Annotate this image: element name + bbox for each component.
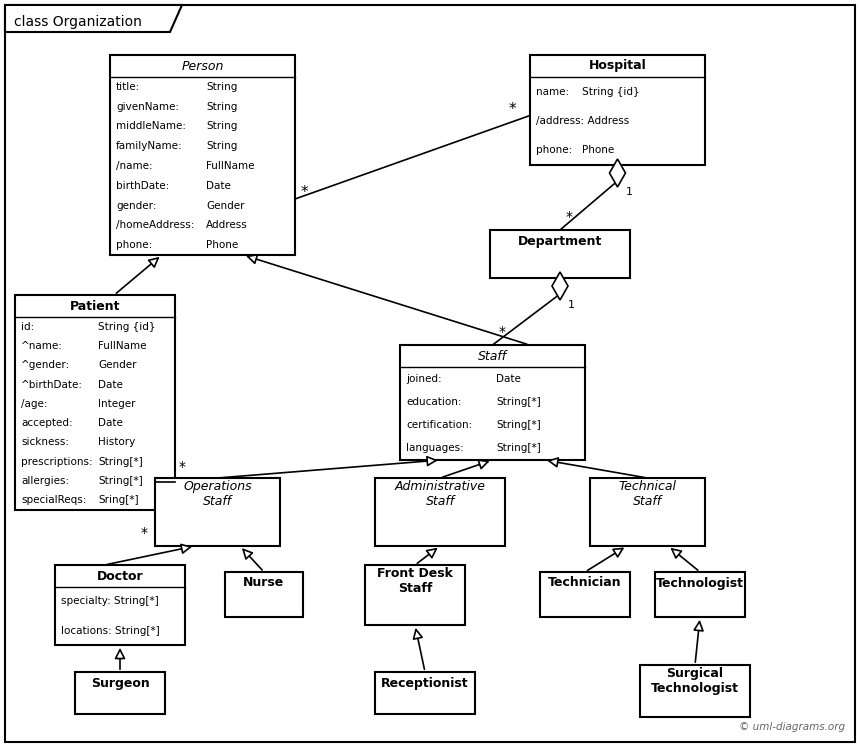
- Text: String[*]: String[*]: [496, 397, 541, 407]
- Text: birthDate:: birthDate:: [116, 181, 169, 190]
- Text: Sring[*]: Sring[*]: [98, 495, 138, 506]
- Text: *: *: [499, 325, 506, 339]
- Bar: [55, 565, 185, 645]
- Text: Person: Person: [181, 60, 224, 72]
- Bar: [400, 345, 585, 460]
- Bar: [640, 665, 750, 717]
- Text: id:: id:: [21, 322, 34, 332]
- Bar: [540, 572, 630, 617]
- Text: *: *: [508, 102, 516, 117]
- Text: *: *: [566, 210, 573, 224]
- Text: String[*]: String[*]: [98, 456, 143, 467]
- Text: allergies:: allergies:: [21, 476, 69, 486]
- Text: /age:: /age:: [21, 399, 47, 409]
- Text: String[*]: String[*]: [98, 476, 143, 486]
- Text: accepted:: accepted:: [21, 418, 72, 428]
- Text: History: History: [98, 438, 135, 447]
- Text: FullName: FullName: [206, 161, 255, 171]
- Text: specialty: String[*]: specialty: String[*]: [61, 597, 159, 607]
- Text: Address: Address: [206, 220, 248, 230]
- Bar: [375, 672, 475, 714]
- Bar: [655, 572, 745, 617]
- Text: String: String: [206, 102, 237, 111]
- Bar: [75, 672, 165, 714]
- Text: String[*]: String[*]: [496, 444, 541, 453]
- Bar: [375, 478, 505, 546]
- Text: String: String: [206, 82, 237, 92]
- Text: specialReqs:: specialReqs:: [21, 495, 86, 506]
- Text: ^birthDate:: ^birthDate:: [21, 379, 83, 389]
- Text: FullName: FullName: [98, 341, 147, 351]
- Text: Gender: Gender: [206, 200, 245, 211]
- Text: Integer: Integer: [98, 399, 136, 409]
- Text: gender:: gender:: [116, 200, 157, 211]
- Text: Department: Department: [518, 235, 602, 247]
- Polygon shape: [5, 5, 182, 32]
- Text: *: *: [301, 185, 309, 200]
- Text: String[*]: String[*]: [496, 420, 541, 430]
- Text: Staff: Staff: [478, 350, 507, 362]
- Text: Doctor: Doctor: [96, 569, 144, 583]
- Text: sickness:: sickness:: [21, 438, 69, 447]
- Text: languages:: languages:: [406, 444, 464, 453]
- Text: Surgeon: Surgeon: [90, 677, 150, 689]
- Text: /name:: /name:: [116, 161, 152, 171]
- Text: name:    String {id}: name: String {id}: [536, 87, 640, 96]
- Text: String {id}: String {id}: [98, 322, 156, 332]
- Text: Nurse: Nurse: [243, 577, 285, 589]
- Bar: [110, 55, 295, 255]
- Text: locations: String[*]: locations: String[*]: [61, 625, 160, 636]
- Text: Date: Date: [496, 374, 521, 384]
- Text: Hospital: Hospital: [588, 60, 647, 72]
- Text: Phone: Phone: [206, 240, 238, 250]
- Text: title:: title:: [116, 82, 140, 92]
- Text: String: String: [206, 141, 237, 151]
- Text: familyName:: familyName:: [116, 141, 182, 151]
- Text: String: String: [206, 122, 237, 131]
- Text: ^name:: ^name:: [21, 341, 63, 351]
- Bar: [155, 478, 280, 546]
- Text: Front Desk
Staff: Front Desk Staff: [377, 567, 453, 595]
- Text: Gender: Gender: [98, 360, 137, 371]
- Text: © uml-diagrams.org: © uml-diagrams.org: [739, 722, 845, 732]
- Text: /homeAddress:: /homeAddress:: [116, 220, 194, 230]
- Text: ^gender:: ^gender:: [21, 360, 71, 371]
- Text: *: *: [179, 460, 186, 474]
- Polygon shape: [552, 272, 568, 300]
- Text: Technologist: Technologist: [656, 577, 744, 589]
- Bar: [490, 230, 630, 278]
- Text: education:: education:: [406, 397, 462, 407]
- Text: Operations
Staff: Operations Staff: [183, 480, 252, 508]
- Text: phone:   Phone: phone: Phone: [536, 146, 614, 155]
- Text: prescriptions:: prescriptions:: [21, 456, 93, 467]
- Text: Date: Date: [98, 418, 123, 428]
- Text: joined:: joined:: [406, 374, 442, 384]
- Text: 1: 1: [568, 300, 575, 310]
- Text: phone:: phone:: [116, 240, 152, 250]
- Text: /address: Address: /address: Address: [536, 116, 630, 126]
- Text: class Organization: class Organization: [14, 15, 142, 29]
- Bar: [530, 55, 705, 165]
- Bar: [590, 478, 705, 546]
- Text: Receptionist: Receptionist: [381, 677, 469, 689]
- Text: *: *: [141, 526, 148, 540]
- Bar: [365, 565, 465, 625]
- Text: middleName:: middleName:: [116, 122, 186, 131]
- Text: certification:: certification:: [406, 420, 472, 430]
- Text: Technician: Technician: [548, 577, 622, 589]
- Bar: [15, 295, 175, 510]
- Polygon shape: [610, 159, 625, 187]
- Bar: [225, 572, 303, 617]
- Text: Date: Date: [206, 181, 231, 190]
- Text: givenName:: givenName:: [116, 102, 179, 111]
- Text: Date: Date: [98, 379, 123, 389]
- Text: Patient: Patient: [70, 300, 120, 312]
- Text: 1: 1: [625, 187, 632, 197]
- Text: Administrative
Staff: Administrative Staff: [395, 480, 486, 508]
- Text: Technical
Staff: Technical Staff: [618, 480, 677, 508]
- Text: Surgical
Technologist: Surgical Technologist: [651, 667, 739, 695]
